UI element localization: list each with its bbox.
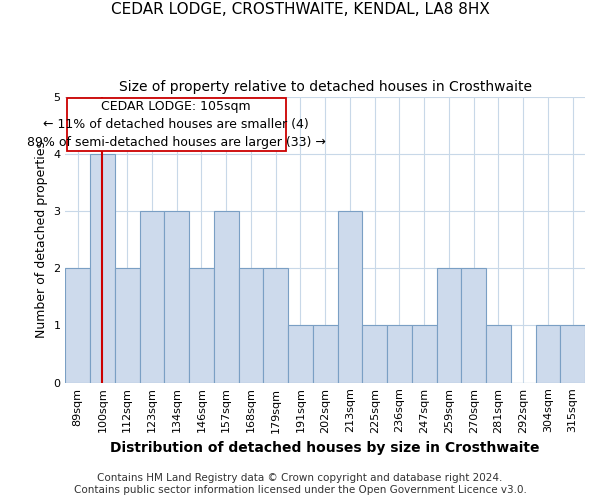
Bar bbox=[362, 326, 387, 382]
Bar bbox=[164, 211, 189, 382]
Bar bbox=[313, 326, 338, 382]
Bar bbox=[239, 268, 263, 382]
Bar bbox=[338, 211, 362, 382]
Bar bbox=[189, 268, 214, 382]
Y-axis label: Number of detached properties: Number of detached properties bbox=[35, 141, 48, 338]
Bar bbox=[263, 268, 288, 382]
Bar bbox=[486, 326, 511, 382]
Text: CEDAR LODGE: 105sqm
← 11% of detached houses are smaller (4)
89% of semi-detache: CEDAR LODGE: 105sqm ← 11% of detached ho… bbox=[26, 100, 326, 149]
Bar bbox=[412, 326, 437, 382]
Text: CEDAR LODGE, CROSTHWAITE, KENDAL, LA8 8HX: CEDAR LODGE, CROSTHWAITE, KENDAL, LA8 8H… bbox=[110, 2, 490, 18]
Title: Size of property relative to detached houses in Crosthwaite: Size of property relative to detached ho… bbox=[119, 80, 532, 94]
Bar bbox=[214, 211, 239, 382]
Bar bbox=[67, 98, 286, 151]
Bar bbox=[461, 268, 486, 382]
Bar bbox=[288, 326, 313, 382]
X-axis label: Distribution of detached houses by size in Crosthwaite: Distribution of detached houses by size … bbox=[110, 441, 540, 455]
Bar bbox=[387, 326, 412, 382]
Bar bbox=[437, 268, 461, 382]
Bar bbox=[65, 268, 90, 382]
Bar bbox=[536, 326, 560, 382]
Bar bbox=[560, 326, 585, 382]
Text: Contains HM Land Registry data © Crown copyright and database right 2024.
Contai: Contains HM Land Registry data © Crown c… bbox=[74, 474, 526, 495]
Bar bbox=[115, 268, 140, 382]
Bar bbox=[90, 154, 115, 382]
Bar bbox=[140, 211, 164, 382]
